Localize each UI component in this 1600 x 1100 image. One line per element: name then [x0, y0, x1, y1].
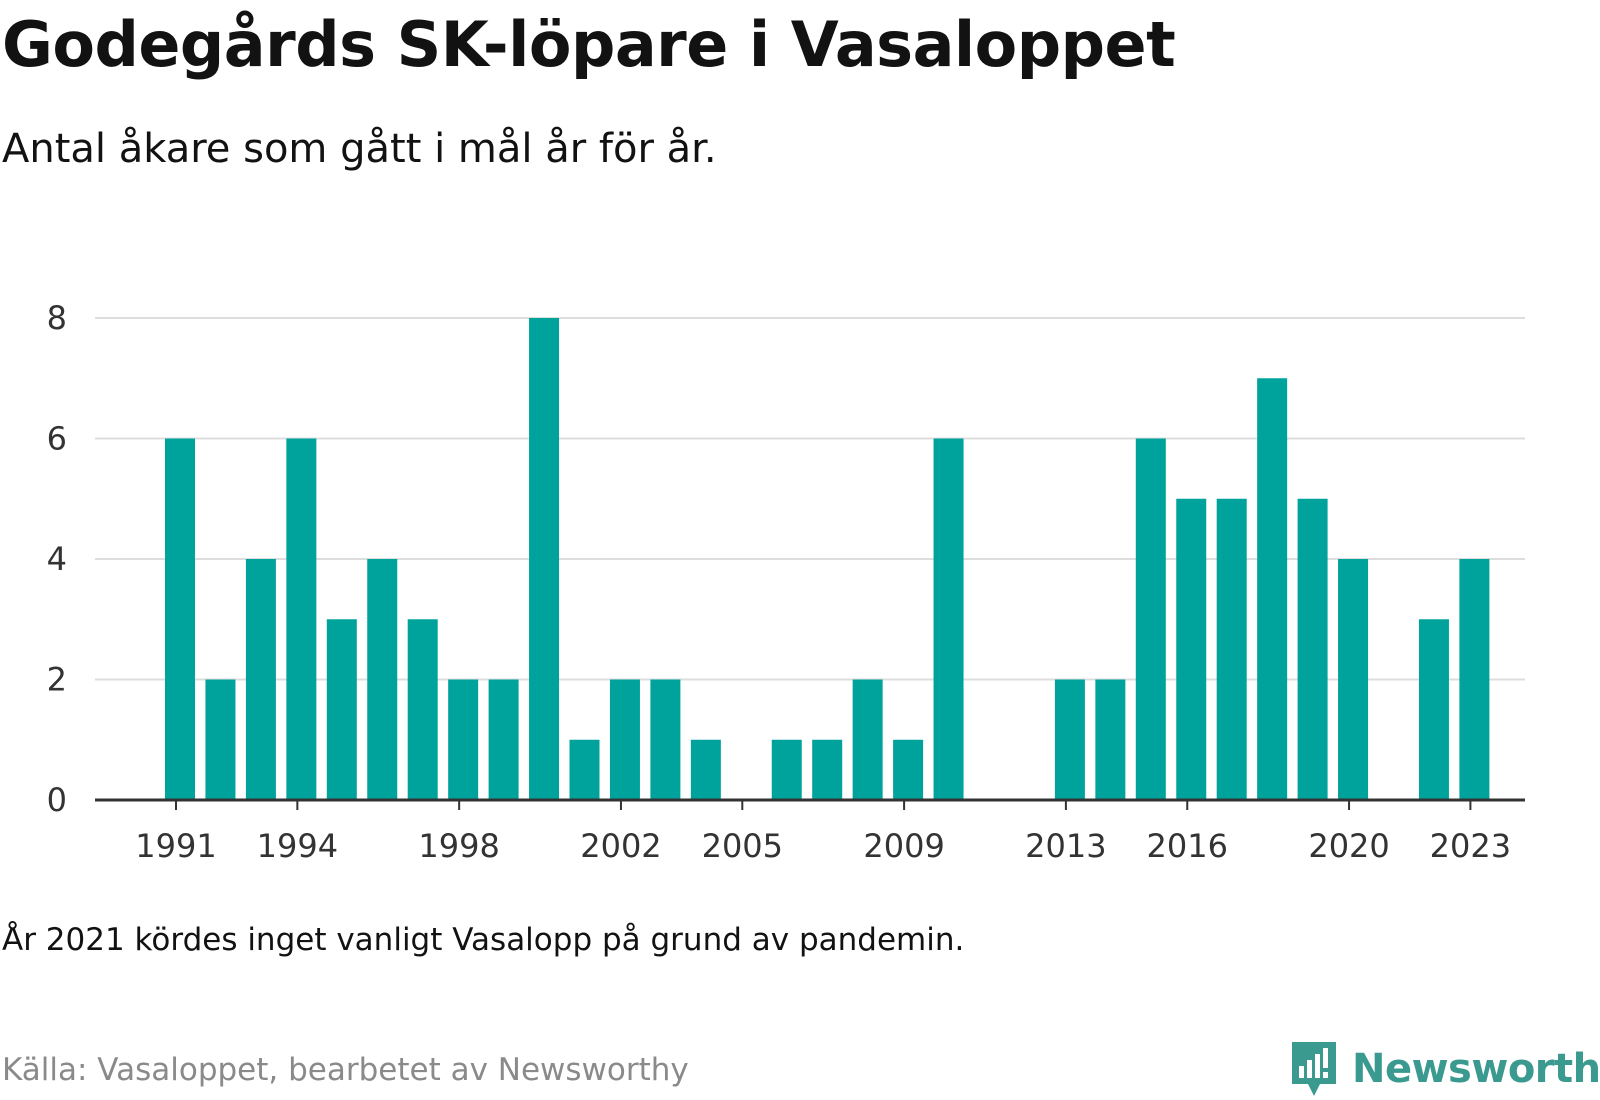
bar [326, 619, 357, 800]
x-tick-label: 2009 [863, 827, 944, 865]
x-axis-ticks: 1991 1994 1998 2002 2005 2009 2013 2016 2020 2023 [135, 800, 1511, 865]
bar [609, 679, 640, 800]
chart-note: År 2021 kördes inget vanligt Vasalopp på… [2, 922, 965, 958]
x-tick-label: 1994 [257, 827, 338, 865]
bar [1338, 559, 1369, 800]
bar [367, 559, 398, 800]
x-tick-label: 2016 [1147, 827, 1228, 865]
bars [165, 318, 1490, 800]
chart-subtitle: Antal åkare som gått i mål år för år. [2, 126, 717, 172]
bar [852, 679, 883, 800]
bar [690, 739, 721, 800]
y-tick-label: 2 [47, 661, 67, 699]
bar [1257, 378, 1288, 800]
bar [771, 739, 802, 800]
bar [1135, 438, 1166, 800]
bar [488, 679, 519, 800]
y-axis-tick-labels: 0 2 4 6 8 [47, 299, 67, 819]
bar [286, 438, 317, 800]
x-tick-label: 2002 [580, 827, 661, 865]
bar [1418, 619, 1449, 800]
source-text: Källa: Vasaloppet, bearbetet av Newswort… [2, 1052, 689, 1088]
y-tick-label: 0 [47, 781, 67, 819]
bar [812, 739, 843, 800]
bar [165, 438, 195, 800]
brand-logo: Newsworthy [1290, 1040, 1600, 1098]
bar [407, 619, 438, 800]
bar [933, 438, 964, 800]
bar [1176, 498, 1207, 800]
x-tick-label: 1998 [418, 827, 499, 865]
chart-title: Godegårds SK-löpare i Vasaloppet [2, 8, 1176, 81]
bar [245, 559, 276, 800]
y-tick-label: 6 [47, 420, 67, 458]
x-tick-label: 2020 [1308, 827, 1389, 865]
bar-chart: 0 2 4 6 8 1991 1994 1998 2002 2005 2009 2013 2016 20… [47, 299, 1525, 865]
bar [1216, 498, 1247, 800]
newsworthy-logo-icon [1292, 1042, 1336, 1096]
bar [448, 679, 479, 800]
bar [650, 679, 681, 800]
bar [1054, 679, 1085, 800]
bar [1095, 679, 1126, 800]
bar [205, 679, 236, 800]
x-tick-label: 2023 [1430, 827, 1511, 865]
x-tick-label: 2005 [702, 827, 783, 865]
bar [1297, 498, 1328, 800]
brand-name: Newsworthy [1352, 1046, 1600, 1092]
x-tick-label: 2013 [1025, 827, 1106, 865]
bar [1459, 559, 1490, 800]
x-tick-label: 1991 [135, 827, 216, 865]
y-tick-label: 8 [47, 299, 67, 337]
y-tick-label: 4 [47, 540, 67, 578]
bar [893, 739, 924, 800]
bar [569, 739, 600, 800]
bar [529, 318, 560, 800]
